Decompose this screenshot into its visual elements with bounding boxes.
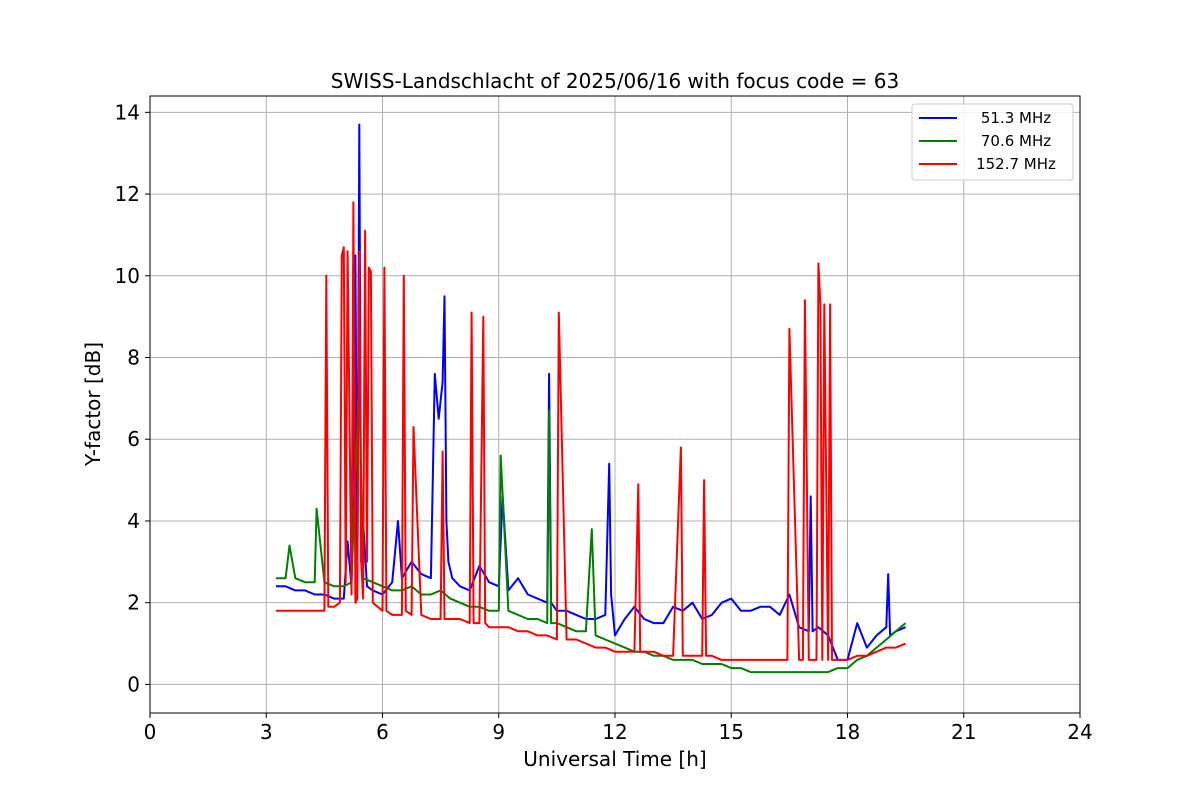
chart-title: SWISS-Landschlacht of 2025/06/16 with fo… xyxy=(331,69,899,93)
y-tick-label: 6 xyxy=(127,427,140,451)
x-axis-label: Universal Time [h] xyxy=(523,747,706,771)
legend-label-70: 70.6 MHz xyxy=(981,132,1051,150)
x-tick-label: 3 xyxy=(260,720,273,744)
y-tick-label: 10 xyxy=(115,264,140,288)
x-tick-label: 6 xyxy=(376,720,389,744)
y-tick-label: 12 xyxy=(115,182,140,206)
y-tick-label: 2 xyxy=(127,591,140,615)
y-tick-label: 14 xyxy=(115,100,140,124)
series-152-7-mhz xyxy=(275,201,906,661)
series-layer xyxy=(275,123,907,674)
y-tick-label: 8 xyxy=(127,346,140,370)
x-tick-label: 21 xyxy=(951,720,976,744)
x-axis: 0 3 6 9 12 15 18 21 24 xyxy=(144,713,1093,744)
legend-label-51: 51.3 MHz xyxy=(981,109,1051,127)
x-tick-label: 0 xyxy=(144,720,157,744)
x-tick-label: 18 xyxy=(835,720,860,744)
y-tick-label: 0 xyxy=(127,672,140,696)
y-tick-label: 4 xyxy=(127,509,140,533)
x-tick-label: 24 xyxy=(1067,720,1092,744)
x-tick-label: 15 xyxy=(719,720,744,744)
legend-label-152: 152.7 MHz xyxy=(976,155,1056,173)
x-tick-label: 12 xyxy=(602,720,627,744)
y-axis-label: Y-factor [dB] xyxy=(81,342,105,467)
y-axis: 0 2 4 6 8 10 12 14 xyxy=(115,100,150,696)
legend: 51.3 MHz 70.6 MHz 152.7 MHz xyxy=(911,103,1074,181)
x-tick-label: 9 xyxy=(492,720,505,744)
legend-box xyxy=(911,103,1074,181)
